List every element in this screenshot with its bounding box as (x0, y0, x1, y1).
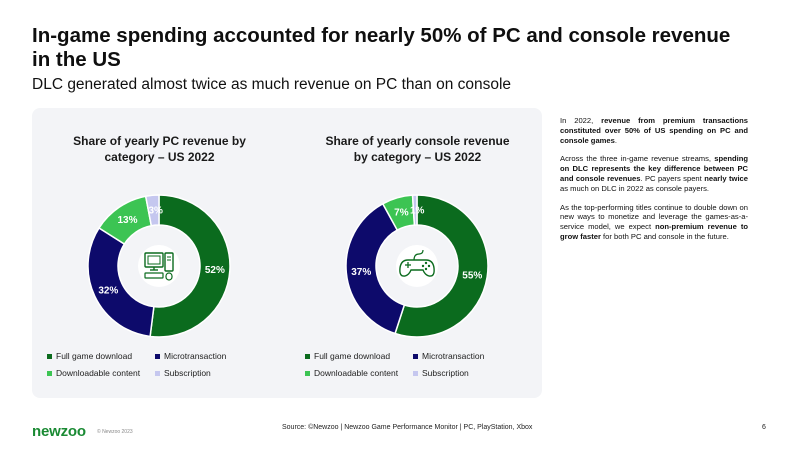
legend-label: Full game download (314, 351, 391, 361)
legend-item: Full game download (47, 351, 155, 362)
screen-shape (147, 255, 161, 265)
chart-title: Share of yearly PC revenue by category –… (73, 134, 246, 164)
donut-slice-subscription (411, 194, 418, 226)
legend-swatch (47, 354, 52, 359)
data-label: 3% (149, 206, 164, 217)
console-revenue-chart: Share of yearly console revenue by categ… (290, 108, 545, 398)
commentary-paragraph: As the top-performing titles continue to… (560, 202, 749, 241)
legend-swatch (47, 371, 52, 376)
legend-item: Full game download (305, 351, 413, 362)
page-subtitle: DLC generated almost twice as much reven… (32, 76, 512, 93)
copyright-text: © Newzoo 2023 (97, 429, 133, 435)
legend-label: Subscription (164, 368, 211, 378)
legend-item: Subscription (413, 368, 533, 379)
data-label: 1% (410, 206, 425, 217)
data-label: 32% (98, 285, 118, 296)
legend-label: Full game download (56, 351, 133, 361)
data-label: 52% (205, 265, 225, 276)
legend-swatch (305, 371, 310, 376)
data-label: 37% (351, 267, 371, 278)
legend-item: Microtransaction (155, 351, 275, 362)
tower-shape (164, 252, 174, 272)
legend-swatch (413, 354, 418, 359)
computer-icon (138, 245, 180, 287)
legend-swatch (155, 371, 160, 376)
donut-slice-microtransaction (345, 202, 406, 335)
page-title: In-game spending accounted for nearly 50… (32, 24, 731, 71)
commentary-text: In 2022, revenue from premium transactio… (560, 116, 748, 251)
console-donut-svg: 55% 37% 7% 1% (345, 194, 489, 338)
legend-label: Microtransaction (164, 351, 227, 361)
legend-label: Downloadable content (56, 368, 141, 378)
newzoo-logo: newzoo (32, 423, 86, 440)
pc-revenue-chart: Share of yearly PC revenue by category –… (32, 108, 287, 398)
source-note: Source: ©Newzoo | Newzoo Game Performanc… (282, 424, 533, 431)
donut-slice-full-game-download (394, 194, 489, 338)
keyboard-shape (144, 272, 164, 279)
mouse-shape (165, 272, 173, 281)
gamepad-icon (396, 245, 438, 287)
charts-panel: Share of yearly PC revenue by category –… (32, 108, 542, 398)
data-label: 7% (394, 208, 409, 219)
donut-slice-full-game-download (149, 194, 231, 338)
legend-swatch (413, 371, 418, 376)
page-number: 6 (762, 424, 766, 431)
legend-item: Downloadable content (305, 368, 413, 379)
donut-slice-microtransaction (87, 226, 155, 338)
commentary-paragraph: Across the three in-game revenue streams… (560, 154, 749, 193)
legend-swatch (305, 354, 310, 359)
commentary-paragraph: In 2022, revenue from premium transactio… (560, 116, 748, 145)
data-label: 55% (462, 270, 482, 281)
legend-item: Downloadable content (47, 368, 155, 379)
legend-label: Subscription (422, 368, 469, 378)
chart-title: Share of yearly console revenue by categ… (325, 134, 510, 164)
chart-legend: Full game download Microtransaction Downlo… (305, 351, 545, 379)
donut-slice-subscription (144, 194, 160, 227)
legend-item: Microtransaction (413, 351, 533, 362)
chart-legend: Full game download Microtransaction Downlo… (47, 351, 287, 379)
legend-label: Downloadable content (314, 368, 399, 378)
data-label: 13% (118, 215, 138, 226)
legend-item: Subscription (155, 368, 275, 379)
legend-label: Microtransaction (422, 351, 485, 361)
gamepad-body (399, 259, 435, 277)
legend-swatch (155, 354, 160, 359)
pc-donut-svg: 52% 32% 13% 3% (87, 194, 231, 338)
